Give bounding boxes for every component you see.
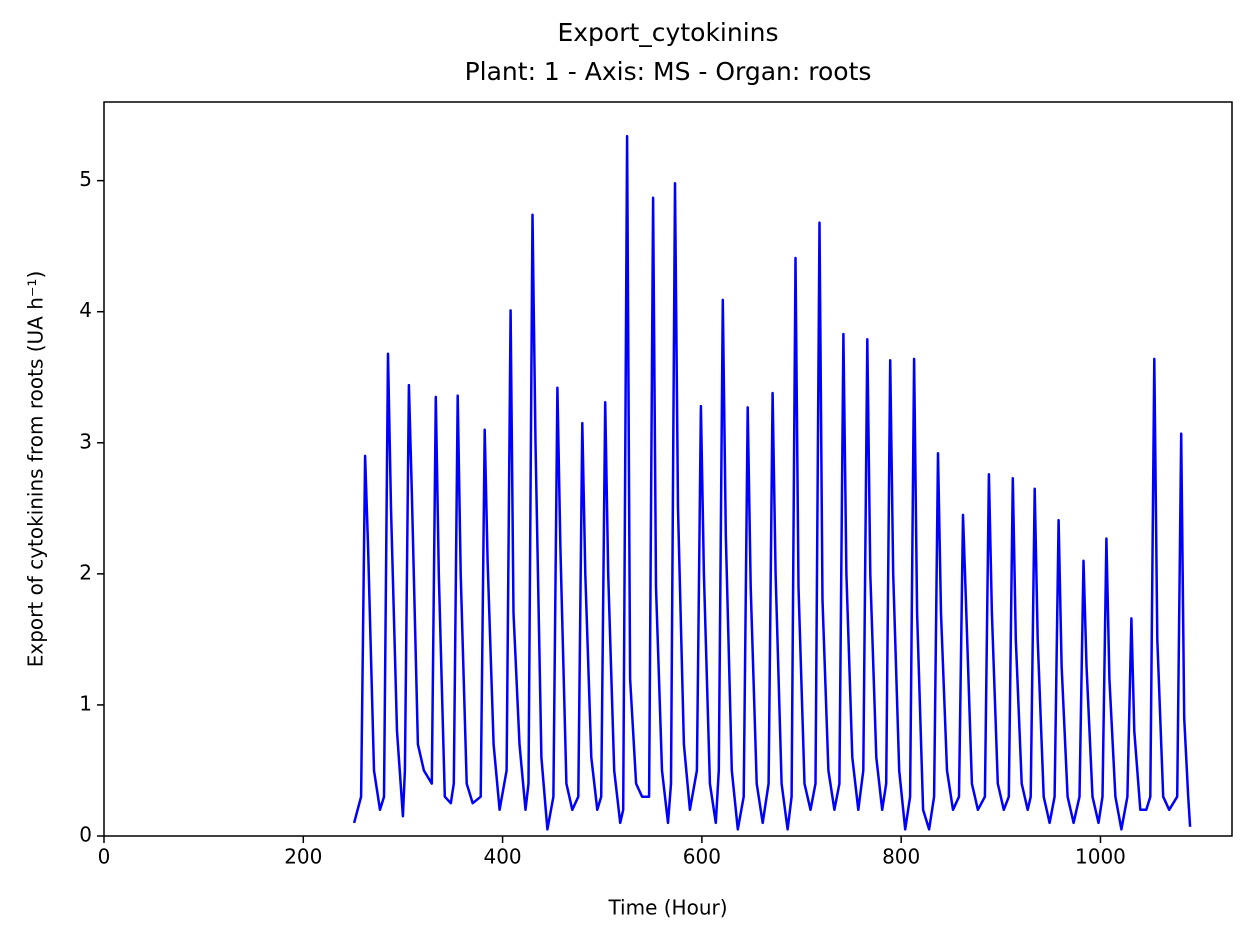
y-tick-label: 2 <box>79 560 92 584</box>
y-tick-label: 0 <box>79 823 92 847</box>
x-tick-label: 0 <box>98 845 111 869</box>
data-line <box>352 134 1192 831</box>
plot-frame <box>103 101 1233 837</box>
x-axis-label: Time (Hour) <box>607 896 727 920</box>
y-tick-label: 4 <box>79 298 92 322</box>
y-tick-label: 5 <box>79 167 92 191</box>
y-axis-label: Export of cytokinins from roots (UA h⁻¹) <box>24 271 48 668</box>
y-tick-label: 3 <box>79 429 92 453</box>
x-tick-label: 200 <box>284 845 322 869</box>
chart-subtitle: Plant: 1 - Axis: MS - Organ: roots <box>465 57 872 86</box>
y-tick-label: 1 <box>79 691 92 715</box>
x-tick-label: 1000 <box>1075 845 1126 869</box>
x-tick-label: 800 <box>882 845 920 869</box>
chart-title: Export_cytokinins <box>557 18 778 47</box>
x-tick-label: 400 <box>483 845 521 869</box>
x-tick-label: 600 <box>683 845 721 869</box>
